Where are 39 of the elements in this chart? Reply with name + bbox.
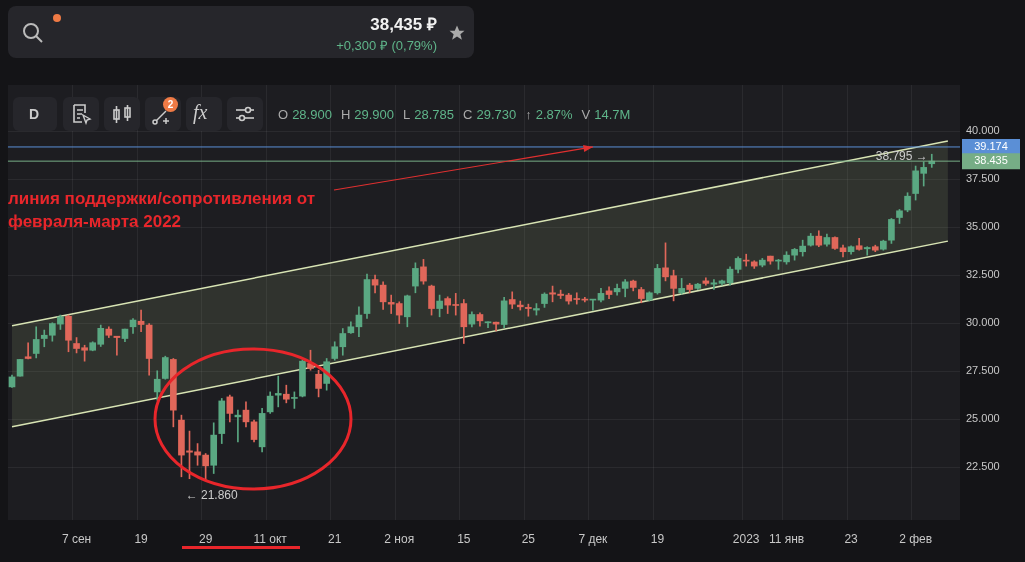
candlestick — [24, 342, 32, 360]
y-tick-label: 22.500 — [966, 460, 1000, 473]
y-tick-label: 40.000 — [966, 124, 1000, 137]
x-tick-label: 23 — [844, 531, 859, 546]
annotation: 2 — [163, 97, 178, 112]
y-tick-label: 25.000 — [966, 412, 1000, 425]
x-tick-label: 19 — [650, 531, 665, 546]
y-tick-label: 35.000 — [966, 220, 1000, 233]
text: O 28.900 H 29.900 L 28.785 C 29.730 ↑ 2.87% V 14.7M — [278, 107, 631, 122]
annotation: fx — [193, 101, 208, 124]
y-tick-label: 30.000 — [966, 316, 1000, 329]
x-tick-label: 21 — [328, 531, 342, 546]
ref-line-label: 39.174 — [974, 139, 1008, 152]
candlestick — [137, 309, 145, 333]
annotation: D — [29, 106, 40, 122]
ref-line-label: 38.435 — [974, 154, 1008, 167]
annotation: линия поддержки/сопротивления от февраля-марта 2022 — [8, 188, 317, 233]
x-tick-label: 15 — [457, 531, 471, 546]
x-tick-label: 11 окт — [253, 531, 288, 546]
x-tick-label: 11 янв — [768, 531, 805, 546]
candlestick — [484, 321, 492, 329]
x-tick-label: 7 дек — [578, 531, 609, 546]
candlestick — [710, 279, 718, 290]
candlestick — [113, 335, 121, 356]
x-tick-label: 29 — [198, 531, 213, 546]
text: 38,435 ₽ — [370, 14, 437, 35]
x-tick-label: 7 сен — [61, 531, 92, 546]
y-tick-label: 32.500 — [966, 268, 1000, 281]
text: +0,300 ₽ (0,79%) — [336, 37, 437, 54]
x-tick-label: 25 — [521, 531, 536, 546]
y-tick-label: 27.500 — [966, 364, 1000, 377]
x-tick-label: 2023 — [732, 531, 760, 546]
candlestick — [863, 246, 871, 256]
x-tick-label: 2 ноя — [384, 531, 415, 546]
annotation: ← 21.860 — [185, 487, 238, 502]
x-tick-label: 2 фев — [899, 531, 933, 546]
annotation: 38.795 → — [875, 148, 928, 163]
x-tick-label: 19 — [134, 531, 149, 546]
y-tick-label: 37.500 — [966, 172, 1000, 185]
